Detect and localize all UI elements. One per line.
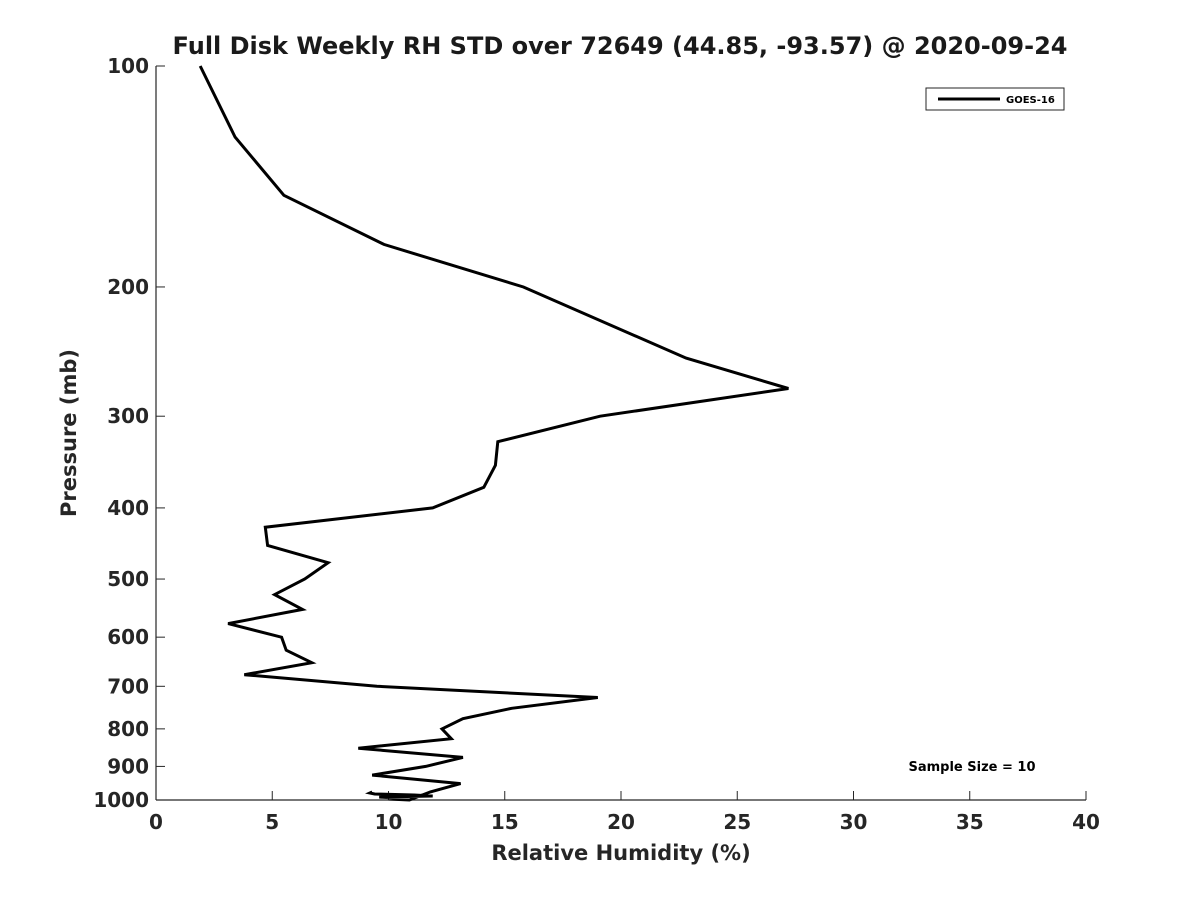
y-tick-label: 200 <box>107 275 149 299</box>
y-tick-label: 500 <box>107 567 149 591</box>
legend-label: GOES-16 <box>1006 95 1055 106</box>
x-tick-label: 5 <box>265 810 279 834</box>
y-tick-label: 900 <box>107 754 149 778</box>
x-axis-label: Relative Humidity (%) <box>491 841 750 865</box>
y-tick-label: 400 <box>107 496 149 520</box>
y-tick-label: 800 <box>107 717 149 741</box>
chart-title: Full Disk Weekly RH STD over 72649 (44.8… <box>173 32 1068 60</box>
x-ticks: 0 5 10 15 20 25 30 35 40 <box>149 791 1100 834</box>
x-tick-label: 30 <box>840 810 868 834</box>
y-tick-label: 600 <box>107 625 149 649</box>
y-ticks: 100 200 300 400 500 600 700 800 900 1000 <box>93 54 165 812</box>
x-tick-label: 40 <box>1072 810 1100 834</box>
y-axis-label: Pressure (mb) <box>57 349 81 517</box>
y-tick-label: 300 <box>107 404 149 428</box>
x-tick-label: 10 <box>375 810 403 834</box>
series-layer <box>198 65 789 802</box>
series-line-goes-16 <box>198 65 789 802</box>
x-tick-label: 25 <box>723 810 751 834</box>
y-tick-label: 1000 <box>93 788 149 812</box>
y-tick-label: 700 <box>107 674 149 698</box>
x-tick-label: 0 <box>149 810 163 834</box>
sample-size-annotation: Sample Size = 10 <box>908 760 1035 775</box>
x-tick-label: 15 <box>491 810 519 834</box>
x-tick-label: 35 <box>956 810 984 834</box>
legend: GOES-16 <box>925 87 1065 111</box>
x-tick-label: 20 <box>607 810 635 834</box>
y-tick-label: 100 <box>107 54 149 78</box>
